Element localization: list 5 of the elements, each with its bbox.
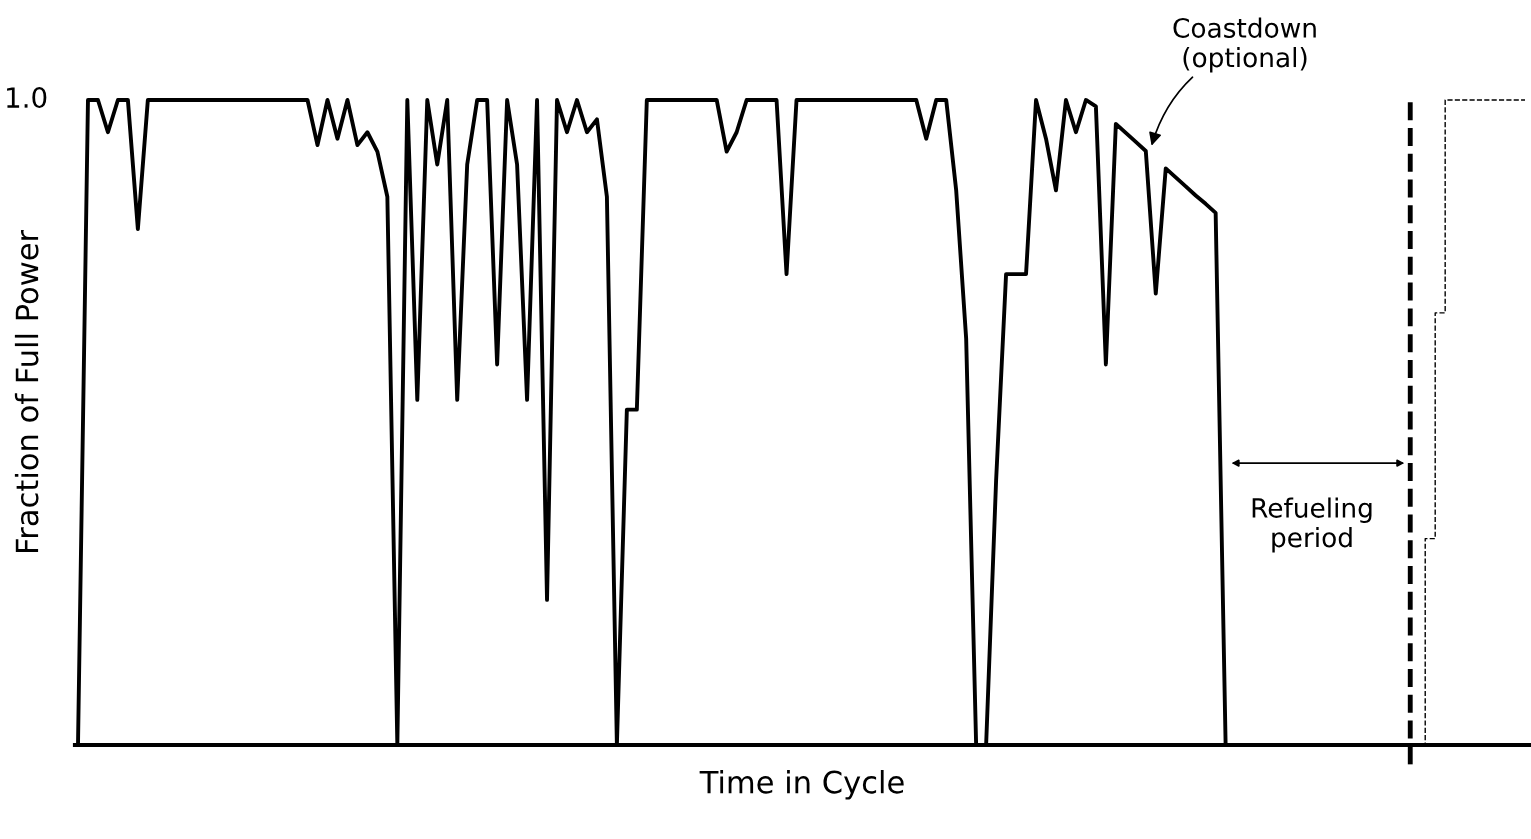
- annotation: Refueling period: [1252, 497, 1372, 553]
- y-axis-title: Fraction of Full Power: [14, 229, 39, 553]
- x-axis-title: Time in Cycle: [699, 770, 904, 800]
- text: 1.0: [7, 87, 47, 109]
- text: Coastdown (optional): [1173, 17, 1316, 73]
